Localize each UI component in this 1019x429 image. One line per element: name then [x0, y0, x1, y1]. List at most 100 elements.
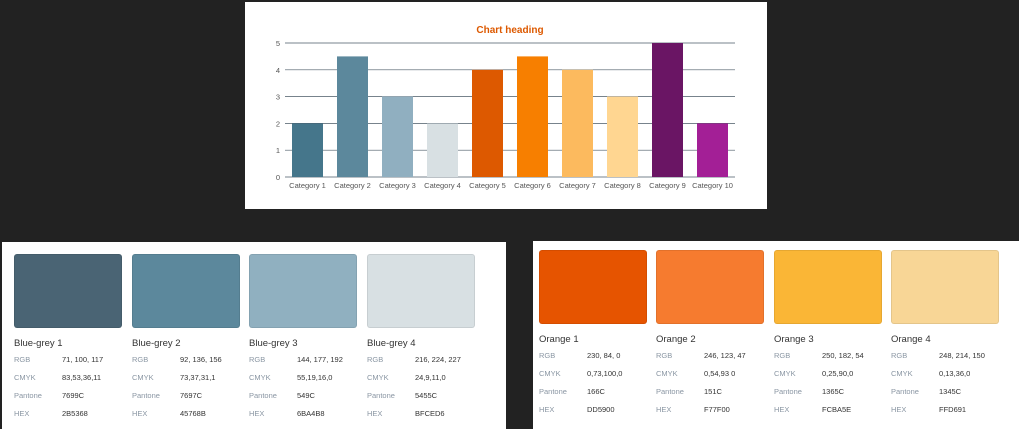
- bar-8: [607, 96, 638, 177]
- color-name: Orange 4: [891, 334, 931, 345]
- pantone-label: Pantone: [891, 386, 919, 396]
- rgb-row: RGB 250, 182, 54: [774, 346, 882, 364]
- hex-value: BFCED6: [415, 408, 445, 418]
- rgb-value: 250, 182, 54: [822, 350, 864, 360]
- pantone-row: Pantone 7697C: [132, 386, 240, 404]
- hex-value: 45768B: [180, 408, 206, 418]
- hex-label: HEX: [249, 408, 265, 418]
- cmyk-label: CMYK: [656, 368, 678, 378]
- pantone-label: Pantone: [774, 386, 802, 396]
- pantone-value: 1365C: [822, 386, 845, 396]
- rgb-row: RGB 144, 177, 192: [249, 350, 357, 368]
- cmyk-row: CMYK 83,53,36,11: [14, 368, 122, 386]
- bar-chart: Chart heading 0 1 2 3 4 5 Category 1 Category 2…: [276, 25, 735, 190]
- orange-palette-panel: Orange 1 RGB 230, 84, 0 CMYK 0,73,100,0 Panto…: [533, 241, 1019, 429]
- cmyk-value: 73,37,31,1: [180, 372, 216, 382]
- pantone-label: Pantone: [656, 386, 684, 396]
- hex-value: FFD691: [939, 404, 967, 414]
- hex-row: HEX DD5900: [539, 400, 647, 418]
- hex-value: FCBA5E: [822, 404, 852, 414]
- blue-grey-palette-panel: Blue-grey 1 RGB 71, 100, 117 CMYK 83,53,36,1…: [2, 242, 506, 429]
- cmyk-row: CMYK 0,13,36,0: [891, 364, 999, 382]
- pantone-value: 549C: [297, 390, 315, 400]
- cmyk-label: CMYK: [367, 372, 389, 382]
- y-tick-label: 5: [276, 39, 280, 48]
- orange-swatch-1: [539, 250, 647, 324]
- y-tick-label: 0: [276, 173, 280, 182]
- pantone-row: Pantone 1365C: [774, 382, 882, 400]
- x-tick-label: Category 5: [469, 181, 506, 190]
- y-tick-label: 3: [276, 93, 280, 102]
- blue-grey-card-1: Blue-grey 1 RGB 71, 100, 117 CMYK 83,53,36,1…: [14, 254, 122, 422]
- pantone-row: Pantone 549C: [249, 386, 357, 404]
- blue-grey-card-3: Blue-grey 3 RGB 144, 177, 192 CMYK 55,19,16,…: [249, 254, 357, 422]
- rgb-label: RGB: [891, 350, 908, 360]
- cmyk-row: CMYK 0,25,90,0: [774, 364, 882, 382]
- hex-row: HEX F77F00: [656, 400, 764, 418]
- pantone-row: Pantone 5455C: [367, 386, 475, 404]
- pantone-label: Pantone: [539, 386, 567, 396]
- bar-6: [517, 56, 548, 177]
- orange-card-3: Orange 3 RGB 250, 182, 54 CMYK 0,25,90,0 Pant…: [774, 250, 882, 418]
- rgb-value: 71, 100, 117: [62, 354, 104, 364]
- blue-grey-swatch-1: [14, 254, 122, 328]
- hex-row: HEX 2B5368: [14, 404, 122, 422]
- cmyk-row: CMYK 73,37,31,1: [132, 368, 240, 386]
- color-name: Blue-grey 2: [132, 338, 181, 349]
- rgb-value: 248, 214, 150: [939, 350, 985, 360]
- pantone-label: Pantone: [367, 390, 395, 400]
- blue-grey-swatch-2: [132, 254, 240, 328]
- rgb-label: RGB: [539, 350, 556, 360]
- rgb-value: 216, 224, 227: [415, 354, 461, 364]
- rgb-row: RGB 246, 123, 47: [656, 346, 764, 364]
- hex-value: F77F00: [704, 404, 730, 414]
- hex-label: HEX: [14, 408, 30, 418]
- x-tick-label: Category 1: [289, 181, 326, 190]
- bar-9: [652, 43, 683, 177]
- cmyk-value: 0,13,36,0: [939, 368, 971, 378]
- bar-10: [697, 123, 728, 177]
- cmyk-label: CMYK: [249, 372, 271, 382]
- orange-card-4: Orange 4 RGB 248, 214, 150 CMYK 0,13,36,0 Pan…: [891, 250, 999, 418]
- rgb-row: RGB 216, 224, 227: [367, 350, 475, 368]
- y-tick-label: 4: [276, 66, 280, 75]
- orange-swatch-3: [774, 250, 882, 324]
- color-name: Blue-grey 3: [249, 338, 298, 349]
- rgb-label: RGB: [656, 350, 673, 360]
- cmyk-value: 24,9,11,0: [415, 372, 446, 382]
- hex-label: HEX: [774, 404, 790, 414]
- y-tick-label: 2: [276, 119, 280, 128]
- x-tick-label: Category 4: [424, 181, 461, 190]
- blue-grey-card-4: Blue-grey 4 RGB 216, 224, 227 CMYK 24,9,11,0…: [367, 254, 475, 422]
- hex-row: HEX 6BA4B8: [249, 404, 357, 422]
- rgb-value: 144, 177, 192: [297, 354, 343, 364]
- cmyk-row: CMYK 55,19,16,0: [249, 368, 357, 386]
- color-name: Orange 1: [539, 334, 579, 345]
- pantone-label: Pantone: [132, 390, 160, 400]
- cmyk-value: 0,54,93 0: [704, 368, 736, 378]
- chart-panel: Chart heading 0 1 2 3 4 5 Category 1 Category 2…: [245, 2, 767, 209]
- hex-label: HEX: [539, 404, 555, 414]
- hex-row: HEX FFD691: [891, 400, 999, 418]
- pantone-row: Pantone 166C: [539, 382, 647, 400]
- rgb-label: RGB: [367, 354, 384, 364]
- hex-label: HEX: [367, 408, 383, 418]
- pantone-row: Pantone 1345C: [891, 382, 999, 400]
- cmyk-label: CMYK: [539, 368, 561, 378]
- rgb-row: RGB 248, 214, 150: [891, 346, 999, 364]
- pantone-label: Pantone: [14, 390, 42, 400]
- cmyk-row: CMYK 0,54,93 0: [656, 364, 764, 382]
- rgb-value: 246, 123, 47: [704, 350, 746, 360]
- hex-value: DD5900: [587, 404, 615, 414]
- rgb-row: RGB 230, 84, 0: [539, 346, 647, 364]
- x-tick-label: Category 3: [379, 181, 416, 190]
- rgb-label: RGB: [132, 354, 149, 364]
- x-tick-label: Category 7: [559, 181, 596, 190]
- cmyk-row: CMYK 24,9,11,0: [367, 368, 475, 386]
- blue-grey-card-2: Blue-grey 2 RGB 92, 136, 156 CMYK 73,37,31,1…: [132, 254, 240, 422]
- cmyk-label: CMYK: [132, 372, 154, 382]
- pantone-value: 7699C: [62, 390, 85, 400]
- rgb-row: RGB 92, 136, 156: [132, 350, 240, 368]
- cmyk-value: 55,19,16,0: [297, 372, 333, 382]
- pantone-label: Pantone: [249, 390, 277, 400]
